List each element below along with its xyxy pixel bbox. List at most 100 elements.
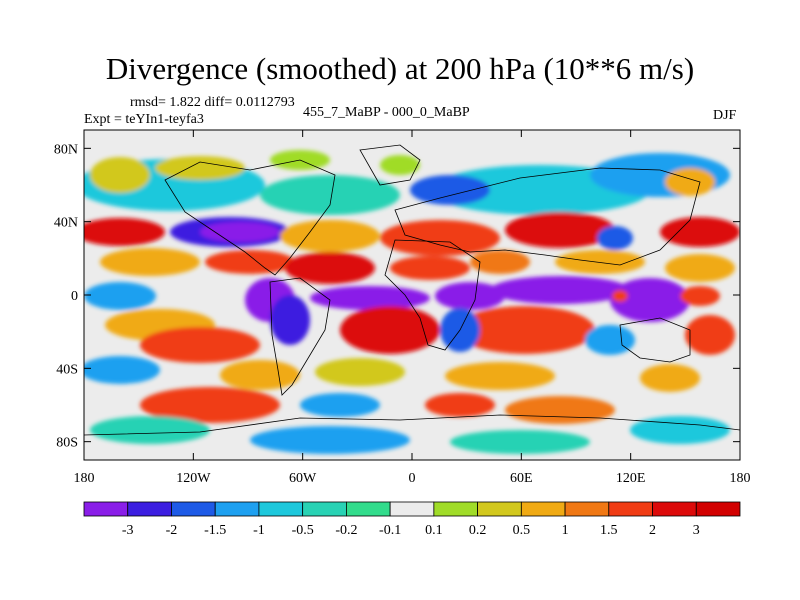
field-blob [665,254,735,282]
lat-tick-label: 40S [56,362,78,377]
season-label: DJF [713,108,737,123]
field-blob [315,358,405,386]
lon-tick-label: 180 [74,471,95,486]
field-blob [300,393,380,417]
rmsd-diff-label: rmsd= 1.822 diff= 0.0112793 [130,95,295,110]
field-blob [260,175,400,215]
colorbar-swatch [127,501,172,517]
field-blob [630,416,730,444]
colorbar-swatch [389,501,435,517]
field-blob [340,306,440,354]
colorbar-swatch [345,501,391,517]
experiment-label: Expt = teYIn1-teyfa3 [84,112,204,127]
field-blob [435,282,505,310]
field-blob [270,295,310,345]
colorbar-swatch [652,501,697,517]
coastline-antarctica [84,414,740,436]
field-blob [665,168,715,196]
colorbar-label: 0.1 [425,523,443,538]
field-blob [505,396,615,424]
lon-tick-label: 120E [616,471,646,486]
field-blob [84,282,156,310]
field-blob [390,256,470,280]
field-blob [597,226,633,250]
field-blob [505,212,615,248]
lat-tick-label: 80S [56,436,78,451]
field-blob [640,364,700,392]
lon-tick-label: 60E [510,471,533,486]
coastlines [84,144,740,436]
colorbar-swatch [258,501,304,517]
colorbar-label: 2 [649,523,656,538]
field-blob [155,156,245,180]
coastline-eurasia [394,167,701,266]
field-blob [612,290,628,302]
field-blob [455,306,595,354]
field-blob [380,220,500,256]
field-blob [610,278,690,322]
field-blob [84,356,160,384]
colorbar-label: 1 [562,523,569,538]
map-axes: 80N 40N 0 40S 80S 180 120W 60W 0 60E 120E 180 [54,130,751,486]
field-blob [310,286,430,310]
field-blob [90,416,210,444]
coastline-south-america [269,277,331,396]
field-blob [425,393,495,417]
divergence-field [84,130,740,460]
lon-tick-label: 180 [730,471,751,486]
colorbar-swatch [214,501,260,517]
field-blob [280,220,380,252]
colorbar-label: -1.5 [204,523,226,538]
lon-tick-label: 60W [289,471,317,486]
lat-tick-label: 0 [71,289,78,304]
colorbar-swatch [83,501,129,517]
field-blob [205,250,295,274]
field-blob [90,157,150,193]
coastline-greenland [359,144,421,186]
field-blob [84,218,165,246]
plot-title: Divergence (smoothed) at 200 hPa (10**6 … [105,51,695,86]
field-blob [220,360,300,390]
field-blob [410,175,490,205]
colorbar-label: -3 [122,523,134,538]
colorbar-swatch [564,501,610,517]
colorbar-swatch [608,501,653,517]
colorbar-label: -1 [253,523,265,538]
colorbar-label: -0.2 [335,523,357,538]
field-blob [380,155,420,175]
colorbar-swatch [695,501,741,517]
field-blob [555,250,645,274]
field-blob [685,315,735,355]
colorbar-label: -0.5 [292,523,314,538]
field-blob [470,250,530,274]
field-blob [660,217,740,247]
field-blob [445,362,555,390]
colorbar-swatch [477,501,522,517]
lon-tick-label: 120W [176,471,211,486]
colorbar-swatch [520,501,566,517]
coastline-africa [384,239,481,351]
field-blob [100,248,200,276]
lat-tick-label: 40N [54,216,78,231]
colorbar-label: 0.2 [469,523,487,538]
colorbar-label: -2 [166,523,178,538]
lon-tick-label: 0 [409,471,416,486]
field-blob [140,327,260,363]
coastline-north-america [164,159,336,276]
field-blob [200,222,280,242]
colorbar-label: -0.1 [379,523,401,538]
field-blob [585,325,635,355]
colorbar-label: 1.5 [600,523,618,538]
coastline-australia [619,317,691,363]
field-blob [250,426,410,454]
colorbar-swatch [302,501,347,517]
colorbar-swatch [171,501,216,517]
colorbar-label: 3 [693,523,700,538]
colorbar: -3 -2 -1.5 -1 -0.5 -0.2 -0.1 0.1 0.2 0.5 1 1.5 2 3 [83,501,741,538]
colorbar-swatch [433,501,479,517]
comparison-label: 455_7_MaBP - 000_0_MaBP [303,105,470,120]
lat-tick-label: 80N [54,142,78,157]
field-blob [450,430,590,454]
field-blob [680,286,720,306]
